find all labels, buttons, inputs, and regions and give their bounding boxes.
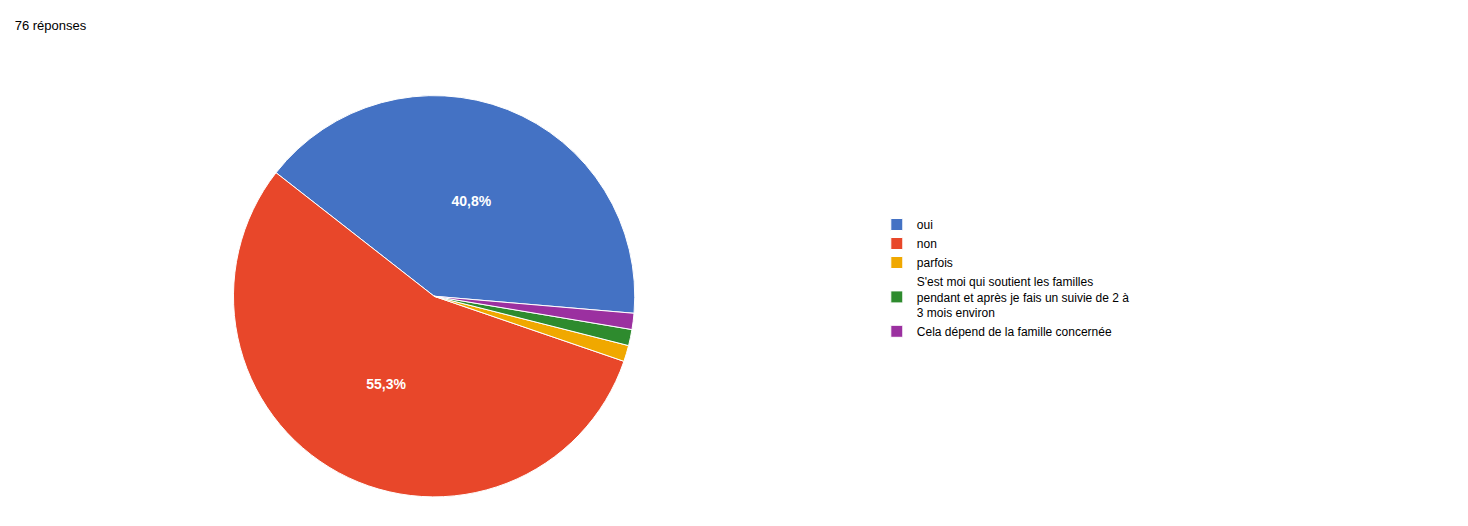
svg-text:76 réponses: 76 réponses [15,18,87,33]
svg-text:S'est moi qui soutient les fam: S'est moi qui soutient les famillespenda… [917,275,1129,320]
svg-text:40,8%: 40,8% [451,193,491,209]
svg-text:Cela dépend de la famille conc: Cela dépend de la famille concernée [917,325,1112,339]
svg-text:oui: oui [917,218,933,232]
svg-text:non: non [917,237,937,251]
svg-text:55,3%: 55,3% [366,376,406,392]
svg-text:parfois: parfois [917,256,953,270]
